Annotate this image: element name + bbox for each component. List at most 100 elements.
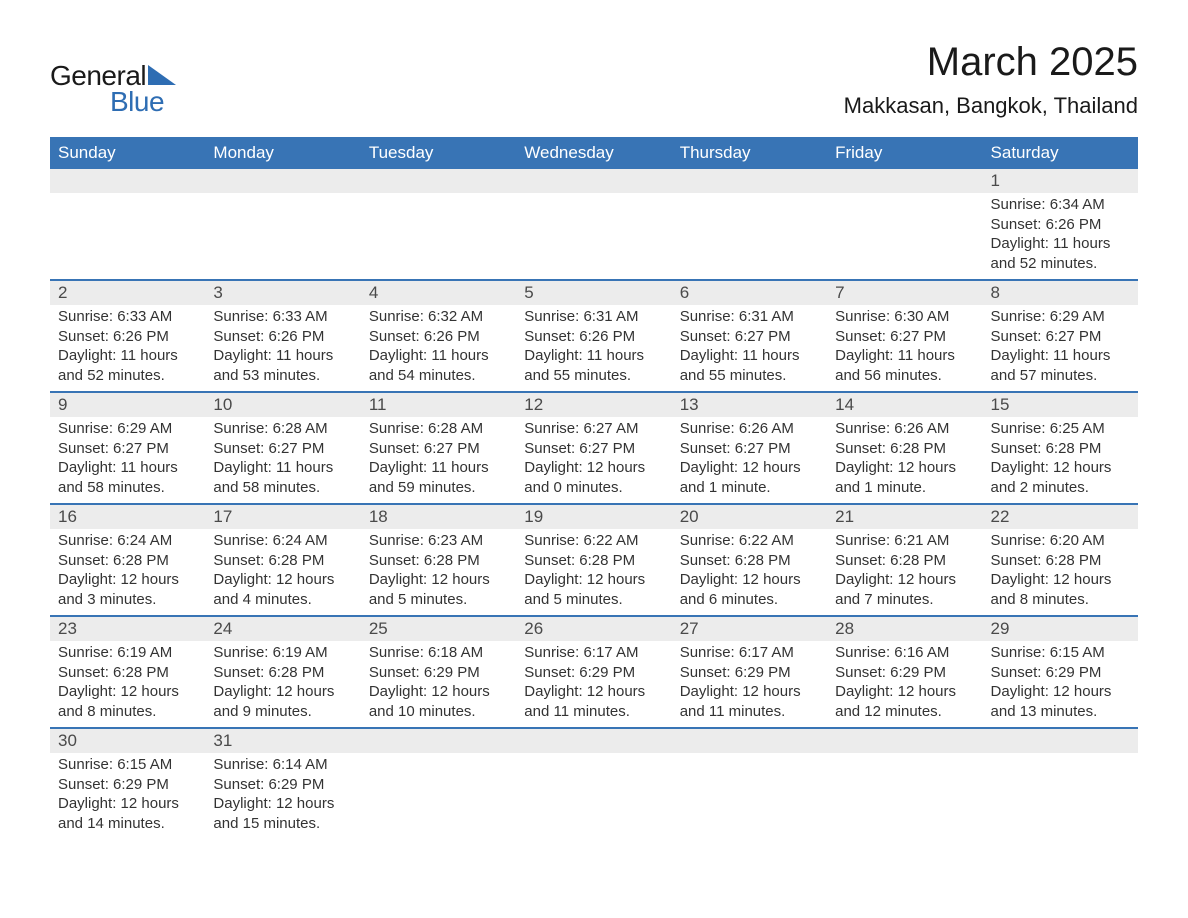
day-number: 6	[672, 280, 827, 305]
day-number: 31	[205, 728, 360, 753]
day-number: 22	[983, 504, 1138, 529]
day-cell: Sunrise: 6:19 AMSunset: 6:28 PMDaylight:…	[205, 641, 360, 728]
day-cell: Sunrise: 6:19 AMSunset: 6:28 PMDaylight:…	[50, 641, 205, 728]
day-number	[516, 728, 671, 753]
sunset-text: Sunset: 6:28 PM	[369, 551, 508, 571]
day-number	[50, 169, 205, 193]
sunrise-text: Sunrise: 6:19 AM	[58, 643, 197, 663]
day-number: 19	[516, 504, 671, 529]
sunset-text: Sunset: 6:27 PM	[680, 327, 819, 347]
sunrise-text: Sunrise: 6:29 AM	[58, 419, 197, 439]
sunrise-text: Sunrise: 6:33 AM	[213, 307, 352, 327]
day-cell: Sunrise: 6:27 AMSunset: 6:27 PMDaylight:…	[516, 417, 671, 504]
sunset-text: Sunset: 6:28 PM	[213, 551, 352, 571]
day-cell: Sunrise: 6:22 AMSunset: 6:28 PMDaylight:…	[516, 529, 671, 616]
day-number: 11	[361, 392, 516, 417]
daylight-text: Daylight: 12 hours	[213, 794, 352, 814]
sunrise-text: Sunrise: 6:28 AM	[213, 419, 352, 439]
day-number-row: 23242526272829	[50, 616, 1138, 641]
daylight-text: Daylight: 12 hours	[58, 682, 197, 702]
day-cell	[361, 753, 516, 839]
day-cell: Sunrise: 6:17 AMSunset: 6:29 PMDaylight:…	[516, 641, 671, 728]
daylight-text: and 4 minutes.	[213, 590, 352, 610]
day-content-row: Sunrise: 6:33 AM Sunset: 6:26 PM Daylight:…	[50, 305, 1138, 392]
day-cell	[516, 753, 671, 839]
sunrise-text: Sunrise: 6:29 AM	[991, 307, 1130, 327]
day-number: 21	[827, 504, 982, 529]
day-number: 27	[672, 616, 827, 641]
sunset-text: Sunset: 6:29 PM	[369, 663, 508, 683]
daylight-text: Daylight: 12 hours	[991, 458, 1130, 478]
weekday-header: Tuesday	[361, 137, 516, 169]
sunset-text: Sunset: 6:27 PM	[680, 439, 819, 459]
day-cell: Sunrise: 6:16 AMSunset: 6:29 PMDaylight:…	[827, 641, 982, 728]
sunset-text: Sunset: 6:28 PM	[213, 663, 352, 683]
daylight-text: and 11 minutes.	[680, 702, 819, 722]
sunrise-text: Sunrise: 6:30 AM	[835, 307, 974, 327]
sunset-text: Sunset: 6:28 PM	[680, 551, 819, 571]
day-cell: Sunrise: 6:15 AMSunset: 6:29 PMDaylight:…	[983, 641, 1138, 728]
day-number	[672, 169, 827, 193]
weekday-header: Thursday	[672, 137, 827, 169]
sunrise-text: Sunrise: 6:17 AM	[680, 643, 819, 663]
daylight-text: Daylight: 11 hours	[991, 234, 1130, 254]
sunset-text: Sunset: 6:29 PM	[58, 775, 197, 795]
sunrise-text: Sunrise: 6:24 AM	[58, 531, 197, 551]
day-number: 3	[205, 280, 360, 305]
sunrise-text: Sunrise: 6:16 AM	[835, 643, 974, 663]
sunset-text: Sunset: 6:29 PM	[680, 663, 819, 683]
sunrise-text: Sunrise: 6:18 AM	[369, 643, 508, 663]
day-cell: Sunrise: 6:15 AMSunset: 6:29 PMDaylight:…	[50, 753, 205, 839]
day-cell	[672, 193, 827, 280]
daylight-text: Daylight: 12 hours	[835, 682, 974, 702]
daylight-text: and 6 minutes.	[680, 590, 819, 610]
daylight-text: Daylight: 12 hours	[213, 570, 352, 590]
sunset-text: Sunset: 6:28 PM	[524, 551, 663, 571]
day-content-row: Sunrise: 6:19 AM Sunset: 6:28 PM Daylight:…	[50, 641, 1138, 728]
day-number: 29	[983, 616, 1138, 641]
daylight-text: Daylight: 12 hours	[680, 458, 819, 478]
day-number	[516, 169, 671, 193]
logo-triangle-icon	[148, 65, 176, 85]
daylight-text: and 7 minutes.	[835, 590, 974, 610]
daylight-text: and 3 minutes.	[58, 590, 197, 610]
weekday-header: Sunday	[50, 137, 205, 169]
sunset-text: Sunset: 6:27 PM	[369, 439, 508, 459]
daylight-text: Daylight: 12 hours	[680, 570, 819, 590]
daylight-text: and 2 minutes.	[991, 478, 1130, 498]
day-cell: Sunrise: 6:33 AMSunset: 6:26 PMDaylight:…	[50, 305, 205, 392]
day-cell: Sunrise: 6:17 AMSunset: 6:29 PMDaylight:…	[672, 641, 827, 728]
day-cell	[361, 193, 516, 280]
day-number: 8	[983, 280, 1138, 305]
daylight-text: Daylight: 12 hours	[991, 682, 1130, 702]
sunrise-text: Sunrise: 6:23 AM	[369, 531, 508, 551]
sunrise-text: Sunrise: 6:28 AM	[369, 419, 508, 439]
day-number: 17	[205, 504, 360, 529]
sunset-text: Sunset: 6:27 PM	[524, 439, 663, 459]
daylight-text: and 0 minutes.	[524, 478, 663, 498]
daylight-text: Daylight: 12 hours	[524, 570, 663, 590]
daylight-text: Daylight: 12 hours	[524, 682, 663, 702]
daylight-text: and 8 minutes.	[58, 702, 197, 722]
daylight-text: Daylight: 11 hours	[680, 346, 819, 366]
day-number-row: 2345678	[50, 280, 1138, 305]
sunrise-text: Sunrise: 6:20 AM	[991, 531, 1130, 551]
day-number: 15	[983, 392, 1138, 417]
day-number: 10	[205, 392, 360, 417]
sunset-text: Sunset: 6:26 PM	[58, 327, 197, 347]
daylight-text: and 10 minutes.	[369, 702, 508, 722]
sunrise-text: Sunrise: 6:21 AM	[835, 531, 974, 551]
daylight-text: and 5 minutes.	[369, 590, 508, 610]
day-cell: Sunrise: 6:31 AMSunset: 6:27 PMDaylight:…	[672, 305, 827, 392]
day-cell: Sunrise: 6:34 AMSunset: 6:26 PMDaylight:…	[983, 193, 1138, 280]
day-cell: Sunrise: 6:21 AMSunset: 6:28 PMDaylight:…	[827, 529, 982, 616]
daylight-text: and 56 minutes.	[835, 366, 974, 386]
daylight-text: Daylight: 11 hours	[991, 346, 1130, 366]
day-cell: Sunrise: 6:28 AMSunset: 6:27 PMDaylight:…	[361, 417, 516, 504]
daylight-text: Daylight: 11 hours	[213, 458, 352, 478]
day-cell: Sunrise: 6:32 AMSunset: 6:26 PMDaylight:…	[361, 305, 516, 392]
day-number-row: 3031	[50, 728, 1138, 753]
day-cell: Sunrise: 6:23 AMSunset: 6:28 PMDaylight:…	[361, 529, 516, 616]
sunrise-text: Sunrise: 6:22 AM	[680, 531, 819, 551]
page-title: March 2025	[844, 40, 1138, 85]
